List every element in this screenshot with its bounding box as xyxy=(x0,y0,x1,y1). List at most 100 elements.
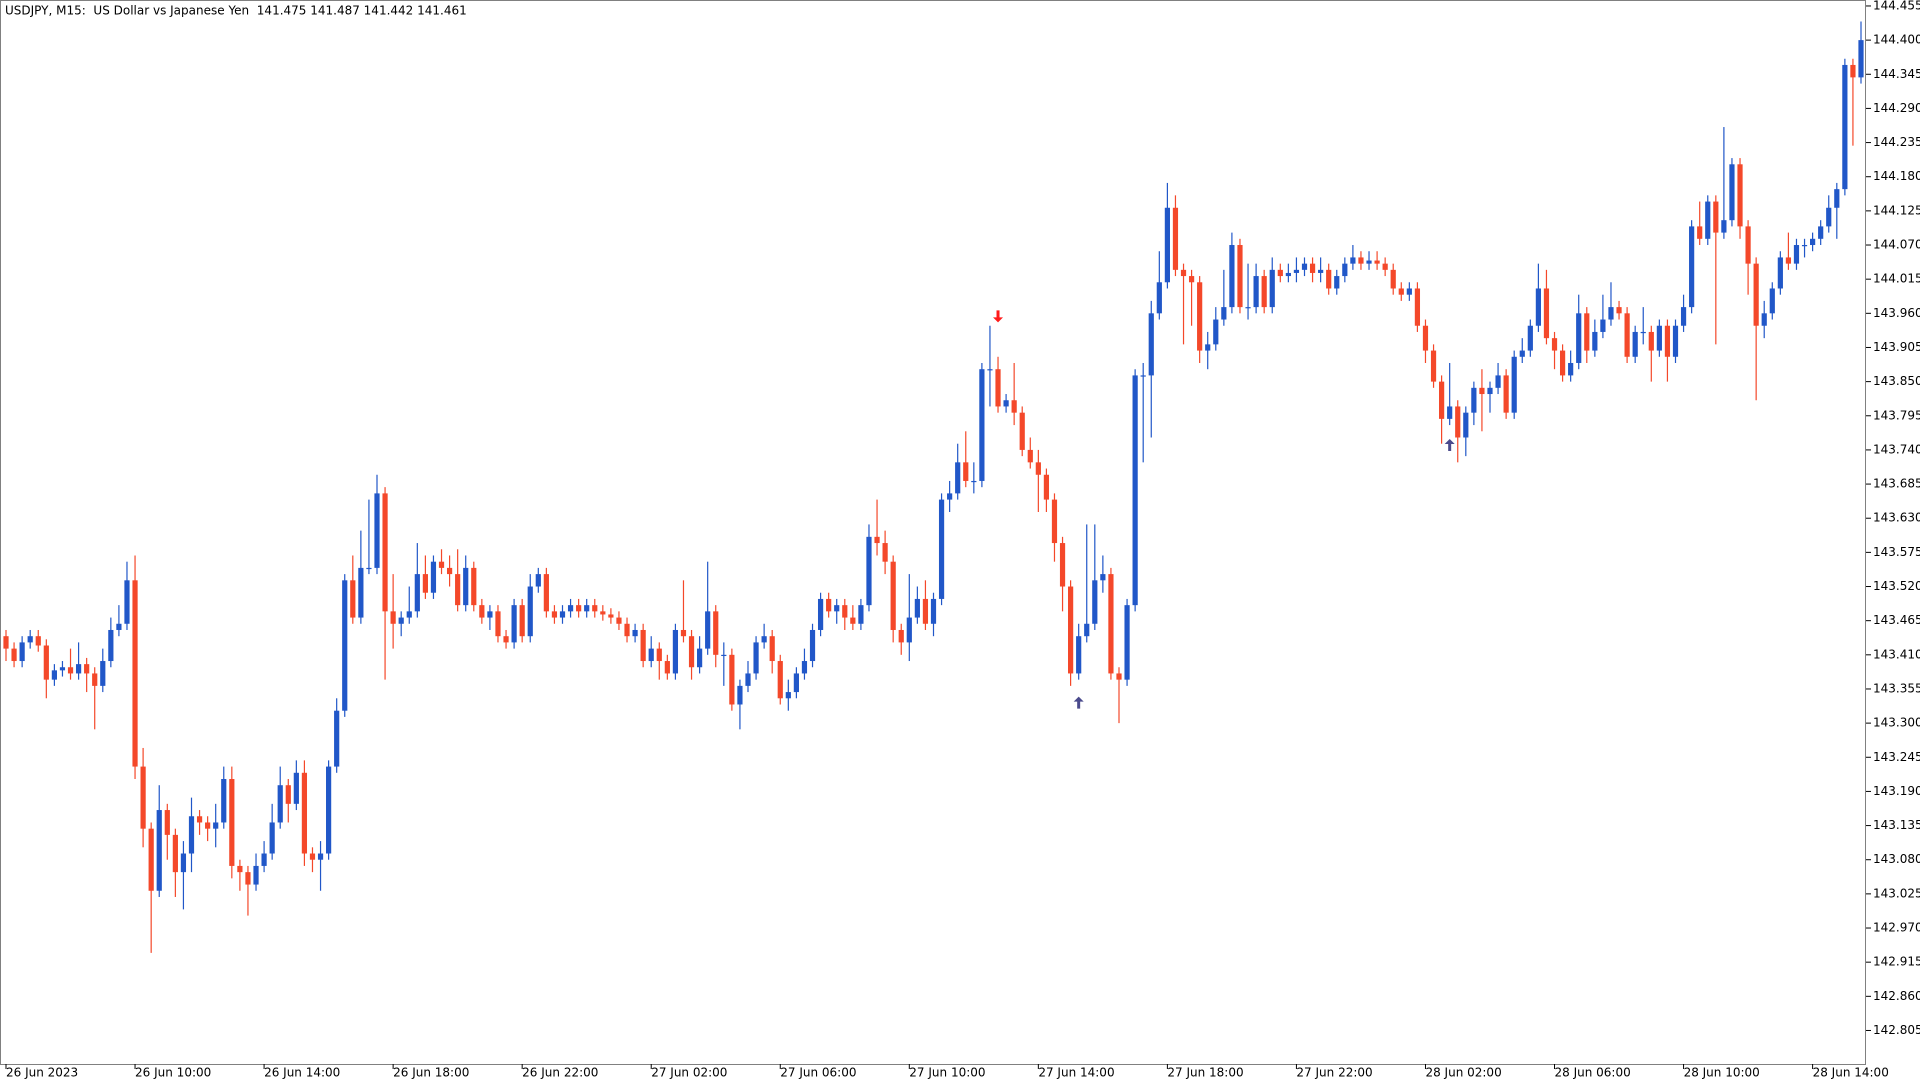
candle-body xyxy=(1188,276,1195,283)
candle-body xyxy=(1382,263,1388,270)
y-tick-label: 143.850 xyxy=(1873,374,1920,388)
chart-title: USDJPY, M15: US Dollar vs Japanese Yen 1… xyxy=(5,4,467,18)
candle-body xyxy=(1737,164,1743,227)
x-tick-label: 26 Jun 22:00 xyxy=(522,1066,598,1080)
candle-body xyxy=(1503,375,1509,413)
candle-body xyxy=(519,605,525,637)
candle-body xyxy=(559,611,566,618)
candle-body xyxy=(245,872,251,885)
candle-body xyxy=(1156,282,1162,314)
candle-body xyxy=(713,611,719,655)
x-tick-label: 27 Jun 10:00 xyxy=(909,1066,985,1080)
y-tick-label: 144.400 xyxy=(1873,33,1920,47)
candle-body xyxy=(1197,282,1203,351)
candle-body xyxy=(1769,288,1775,314)
candle-body xyxy=(705,611,711,649)
candle-body xyxy=(527,586,533,637)
candle-body xyxy=(1172,207,1179,270)
candle-body xyxy=(1334,276,1340,289)
candle-body xyxy=(1753,263,1759,326)
candle-body xyxy=(834,605,840,612)
candle-body xyxy=(1519,350,1525,357)
candle-body xyxy=(1269,269,1275,308)
candle-body xyxy=(1551,338,1558,351)
x-tick-label: 26 Jun 10:00 xyxy=(135,1066,211,1080)
candle-body xyxy=(1729,164,1735,221)
candle-body xyxy=(1648,331,1654,351)
candle-body xyxy=(1608,307,1614,320)
candle-body xyxy=(1342,263,1348,277)
candle-body xyxy=(1576,313,1582,363)
candle-body xyxy=(1745,226,1751,264)
candle-body xyxy=(1793,245,1800,264)
candle-body xyxy=(132,580,138,767)
candle-body xyxy=(1584,313,1590,351)
candle-body xyxy=(172,834,178,873)
y-tick-label: 143.465 xyxy=(1873,613,1920,627)
signal-arrow xyxy=(993,310,1004,323)
x-tick-label: 26 Jun 14:00 xyxy=(264,1066,340,1080)
candle-body xyxy=(769,636,775,662)
candle-body xyxy=(59,667,66,671)
candle-body xyxy=(1108,574,1114,674)
y-tick-label: 143.135 xyxy=(1873,818,1920,832)
candle-body xyxy=(1398,288,1404,295)
candle-body xyxy=(51,670,57,680)
candle-body xyxy=(1132,375,1138,606)
candle-body xyxy=(1640,331,1646,334)
candle-body xyxy=(866,536,872,606)
candle-body xyxy=(1293,269,1300,273)
plot-frame xyxy=(0,0,1866,1065)
x-tick-label: 27 Jun 14:00 xyxy=(1038,1066,1114,1080)
candle-body xyxy=(277,785,283,823)
y-tick-label: 144.235 xyxy=(1873,135,1920,149)
y-tick-label: 143.245 xyxy=(1873,750,1920,764)
candle-body xyxy=(1656,325,1662,351)
candle-body xyxy=(156,810,162,891)
y-tick-label: 143.410 xyxy=(1873,647,1920,661)
y-tick-label: 143.080 xyxy=(1873,852,1920,866)
y-tick-label: 143.520 xyxy=(1873,579,1920,593)
candle-body xyxy=(1672,325,1679,357)
candle-body xyxy=(221,779,227,823)
candle-body xyxy=(1414,288,1421,326)
candle-body xyxy=(1084,623,1090,637)
candle-body xyxy=(75,664,82,674)
candle-body xyxy=(1390,269,1396,289)
candle-body xyxy=(898,629,904,643)
candle-body xyxy=(334,710,340,767)
candle-body xyxy=(342,580,348,711)
candle-body xyxy=(801,661,808,674)
candle-body xyxy=(979,369,985,481)
candle-body xyxy=(1213,319,1219,345)
candle-body xyxy=(1495,375,1501,388)
candle-body xyxy=(27,636,33,643)
candle-body xyxy=(1834,189,1840,208)
candle-body xyxy=(398,617,404,624)
candle-body xyxy=(1818,226,1824,239)
candle-body xyxy=(721,654,727,657)
candle-body xyxy=(293,772,299,804)
y-tick-label: 144.455 xyxy=(1873,0,1920,12)
candle-body xyxy=(1350,257,1356,264)
x-tick-label: 28 Jun 02:00 xyxy=(1425,1066,1501,1080)
candle-body xyxy=(100,661,106,686)
candle-body xyxy=(1761,313,1767,326)
candle-body xyxy=(124,580,130,624)
candle-body xyxy=(414,574,420,612)
candle-body xyxy=(253,865,259,885)
candle-body xyxy=(1697,226,1703,239)
candle-body xyxy=(382,493,388,612)
x-tick-label: 28 Jun 14:00 xyxy=(1813,1066,1889,1080)
candle-body xyxy=(446,567,453,575)
candle-body xyxy=(148,828,154,891)
candle-body xyxy=(92,673,98,686)
candle-body xyxy=(688,636,695,668)
signal-arrow xyxy=(1444,438,1455,451)
candle-body xyxy=(1277,269,1283,277)
candle-body xyxy=(495,611,501,637)
signal-arrow xyxy=(1073,696,1084,709)
candle-body xyxy=(1068,586,1074,674)
